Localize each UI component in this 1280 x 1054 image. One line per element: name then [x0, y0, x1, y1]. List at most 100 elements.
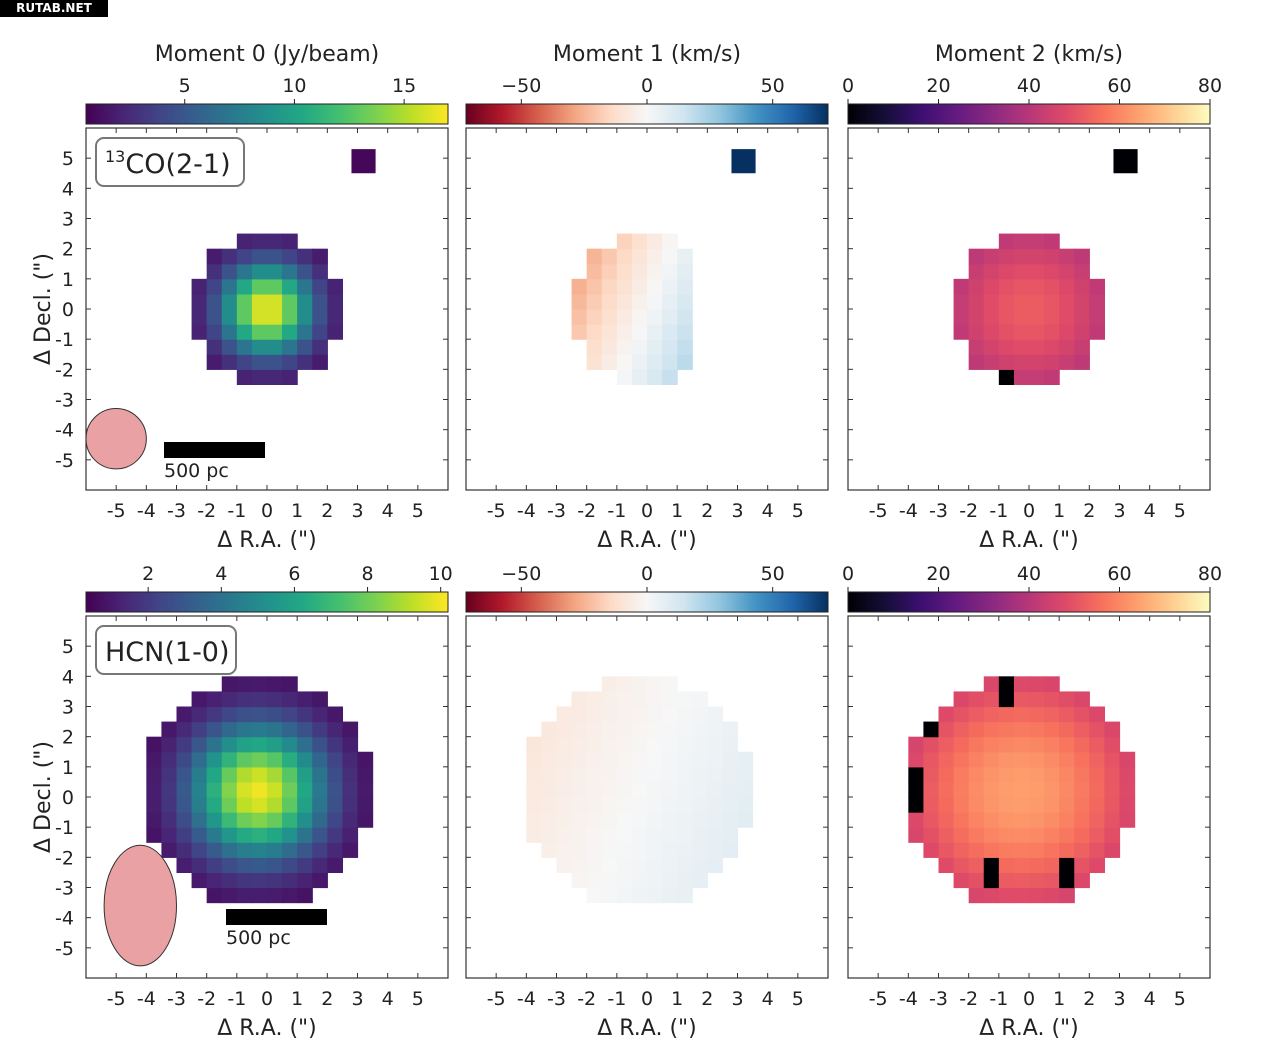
colorbar-gradient: [847, 591, 1211, 613]
map-pixel: [297, 797, 313, 813]
map-pixel: [1044, 827, 1060, 843]
map-pixel: [571, 781, 588, 798]
map-pixel: [1074, 263, 1090, 280]
map-pixel: [1013, 827, 1030, 843]
map-pixel: [998, 354, 1015, 370]
map-pixel: [1074, 706, 1090, 723]
map-pixel: [236, 706, 253, 723]
map-pixel: [983, 309, 1000, 325]
map-pixel: [953, 751, 970, 768]
map-pixel: [526, 812, 543, 828]
map-pixel: [722, 842, 739, 858]
map-pixel: [938, 857, 955, 874]
map-pixel: [282, 887, 298, 904]
map-pixel: [998, 872, 1015, 889]
map-pixel: [968, 887, 985, 904]
map-pixel: [707, 751, 724, 768]
x-axis-label: Δ R.A. ("): [217, 1016, 316, 1041]
map-pixel: [236, 278, 253, 295]
map-pixel: [282, 827, 298, 843]
map-pixel: [221, 887, 238, 904]
map-pixel: [1029, 872, 1045, 889]
map-pixel: [647, 324, 663, 340]
map-pixel: [236, 233, 253, 250]
map-pixel: [953, 872, 970, 889]
colorbar-tick-label: 10: [282, 75, 306, 97]
map-pixel: [662, 248, 678, 265]
colorbar-tick-label: 2: [142, 563, 154, 585]
map-pixel: [1104, 721, 1121, 738]
map-pixel: [631, 766, 648, 783]
map-pixel: [1089, 751, 1106, 768]
map-pixel: [571, 324, 588, 340]
y-tick-label: -4: [55, 908, 74, 930]
map-pixel: [312, 324, 328, 340]
map-pixel: [616, 827, 633, 843]
y-tick-label: 3: [62, 697, 74, 719]
map-pixel: [221, 872, 238, 889]
map-pixel: [1089, 857, 1106, 874]
map-pixel: [1089, 324, 1106, 340]
map-pixel: [1013, 676, 1030, 693]
map-pixel: [998, 263, 1015, 280]
map-pixel: [908, 781, 925, 798]
map-pixel: [923, 827, 940, 843]
map-pixel: [1059, 278, 1075, 295]
map-pixel: [1074, 691, 1090, 708]
map-pixel: [677, 691, 693, 708]
map-pixel: [631, 797, 648, 813]
map-pixel: [161, 751, 178, 768]
map-pixel: [1013, 812, 1030, 828]
map-pixel: [631, 781, 648, 798]
map-pixel: [297, 309, 313, 325]
map-pixel: [312, 857, 328, 874]
map-pixel: [983, 278, 1000, 295]
map-pixel: [586, 766, 603, 783]
map-pixel: [297, 812, 313, 828]
map-pixel: [586, 887, 603, 904]
map-pixel: [722, 751, 739, 768]
map-pixel: [176, 706, 193, 723]
map-pixel: [251, 309, 268, 325]
map-pixel: [327, 751, 344, 768]
map-pixel: [586, 751, 603, 768]
map-pixel: [908, 827, 925, 843]
map-pixel: [176, 812, 193, 828]
map-pixel: [1029, 887, 1045, 904]
colorbar-mom2-row1: 0 20 40 60 80 Moment 2 (km/s): [842, 42, 1222, 125]
map-pixel: [541, 736, 558, 753]
map-pixel: [662, 781, 678, 798]
map-pixel: [616, 781, 633, 798]
map-pixel: [647, 857, 663, 874]
map-pixel: [677, 293, 693, 310]
map-pixel: [616, 812, 633, 828]
map-pixel: [601, 706, 618, 723]
map-pixel: [206, 842, 223, 858]
map-pixel: [541, 751, 558, 768]
panel-row1-moment2: -5 -4 -3 -2 -1 0 1 2 3 4 5 Δ R.A. ("): [847, 127, 1211, 553]
map-pixel: [1029, 324, 1045, 340]
x-tick-label: 1: [1053, 500, 1065, 522]
map-pixel: [251, 857, 268, 874]
map-pixel: [616, 233, 633, 250]
map-pixel: [146, 781, 163, 798]
pixel-map: [953, 233, 1106, 386]
map-pixel: [677, 736, 693, 753]
map-pixel: [236, 248, 253, 265]
scalebar-label: 500 pc: [164, 460, 229, 482]
map-pixel: [191, 781, 208, 798]
map-pixel: [631, 751, 648, 768]
map-pixel: [677, 766, 693, 783]
map-pixel: [631, 278, 648, 295]
map-pixel: [327, 293, 344, 310]
map-pixel: [968, 706, 985, 723]
map-pixel: [571, 766, 588, 783]
map-pixel: [631, 691, 648, 708]
map-pixel: [251, 751, 268, 768]
x-tick-label: 2: [701, 988, 713, 1010]
map-pixel: [221, 827, 238, 843]
map-pixel: [1074, 857, 1090, 874]
map-pixel: [312, 781, 328, 798]
colorbar-gradient: [847, 103, 1211, 125]
x-axis-label: Δ R.A. ("): [597, 528, 696, 553]
